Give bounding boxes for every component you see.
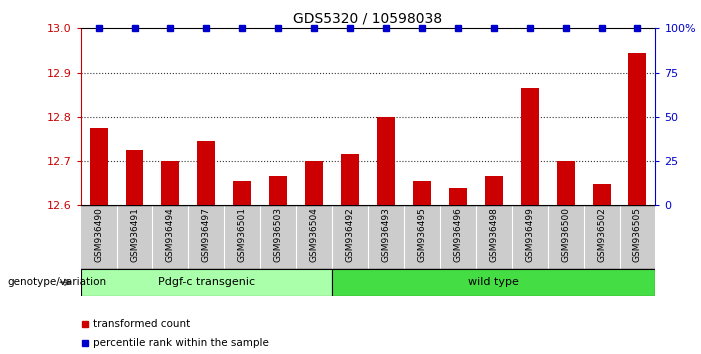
Bar	[269, 176, 287, 205]
Bar	[81, 269, 332, 296]
Title: GDS5320 / 10598038: GDS5320 / 10598038	[294, 12, 442, 26]
Text: GSM936490: GSM936490	[94, 207, 103, 262]
Bar	[341, 154, 359, 205]
Bar	[629, 53, 646, 205]
Bar	[521, 88, 538, 205]
Bar	[198, 141, 215, 205]
Text: transformed count: transformed count	[93, 319, 191, 329]
Bar	[413, 181, 431, 205]
Bar	[332, 269, 655, 296]
Text: genotype/variation: genotype/variation	[7, 277, 106, 287]
Text: GSM936501: GSM936501	[238, 207, 247, 262]
Bar	[233, 181, 251, 205]
Text: GSM936491: GSM936491	[130, 207, 139, 262]
Text: GSM936499: GSM936499	[525, 207, 534, 262]
Bar	[377, 117, 395, 205]
Bar	[125, 150, 144, 205]
Bar	[592, 184, 611, 205]
Text: Pdgf-c transgenic: Pdgf-c transgenic	[158, 277, 255, 287]
Text: GSM936493: GSM936493	[381, 207, 390, 262]
Bar	[305, 161, 323, 205]
Text: GSM936505: GSM936505	[633, 207, 642, 262]
Bar	[485, 176, 503, 205]
Text: percentile rank within the sample: percentile rank within the sample	[93, 338, 269, 348]
Text: GSM936497: GSM936497	[202, 207, 211, 262]
Bar	[90, 128, 107, 205]
Bar	[557, 161, 575, 205]
Text: GSM936498: GSM936498	[489, 207, 498, 262]
Text: GSM936503: GSM936503	[273, 207, 283, 262]
Bar	[449, 188, 467, 205]
Text: wild type: wild type	[468, 277, 519, 287]
Text: GSM936502: GSM936502	[597, 207, 606, 262]
Text: GSM936500: GSM936500	[561, 207, 570, 262]
Text: GSM936495: GSM936495	[417, 207, 426, 262]
Text: GSM936494: GSM936494	[166, 207, 175, 262]
Bar	[161, 161, 179, 205]
Text: GSM936492: GSM936492	[346, 207, 355, 262]
Text: GSM936504: GSM936504	[310, 207, 319, 262]
Text: GSM936496: GSM936496	[454, 207, 463, 262]
